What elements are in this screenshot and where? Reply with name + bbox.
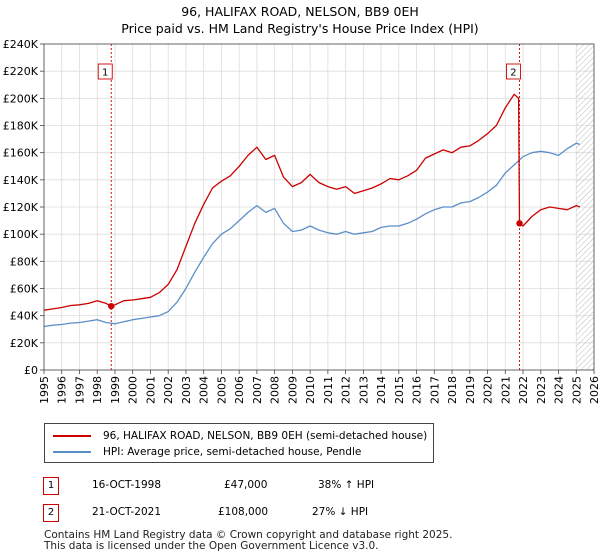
chart-title: 96, HALIFAX ROAD, NELSON, BB9 0EH xyxy=(181,4,419,19)
x-tick-label: 2014 xyxy=(375,376,388,404)
x-tick-label: 2004 xyxy=(198,376,211,404)
sale-point xyxy=(516,220,523,227)
x-tick-label: 2018 xyxy=(446,376,459,404)
legend-label-hpi: HPI: Average price, semi-detached house,… xyxy=(103,446,362,458)
x-tick-label: 2019 xyxy=(464,376,477,404)
y-tick-label: £140K xyxy=(3,174,39,187)
y-tick-label: £120K xyxy=(3,201,39,214)
x-tick-label: 2006 xyxy=(233,376,246,404)
x-tick-label: 2010 xyxy=(304,376,317,404)
chart-subtitle: Price paid vs. HM Land Registry's House … xyxy=(121,21,479,36)
y-tick-label: £80K xyxy=(10,255,39,268)
sale-points xyxy=(108,220,523,310)
legend-item-hpi: HPI: Average price, semi-detached house,… xyxy=(53,444,361,460)
x-tick-label: 2000 xyxy=(127,376,140,404)
sale-number-badge: 2 xyxy=(43,504,59,522)
series-line xyxy=(44,142,581,328)
x-tick-label: 2024 xyxy=(553,376,566,404)
x-tick-label: 2026 xyxy=(588,376,600,404)
x-tick-label: 2001 xyxy=(144,376,157,404)
x-tick-label: 2007 xyxy=(251,376,264,404)
y-tick-label: £160K xyxy=(3,147,39,160)
y-tick-label: £200K xyxy=(3,92,39,105)
legend-item-property: 96, HALIFAX ROAD, NELSON, BB9 0EH (semi-… xyxy=(53,428,427,444)
x-tick-label: 2022 xyxy=(517,376,530,404)
annotation-label: 2 xyxy=(510,68,516,79)
x-tick-label: 1997 xyxy=(73,376,86,404)
legend: 96, HALIFAX ROAD, NELSON, BB9 0EH (semi-… xyxy=(44,423,434,463)
sale-price: £47,000 xyxy=(224,479,268,491)
x-tick-label: 2021 xyxy=(499,376,512,404)
legend-swatch-hpi xyxy=(53,451,91,453)
y-tick-label: £100K xyxy=(3,228,39,241)
sale-date: 16-OCT-1998 xyxy=(92,479,161,491)
annotation-box xyxy=(97,63,113,80)
x-tick-label: 2017 xyxy=(428,376,441,404)
x-tick-label: 2013 xyxy=(357,376,370,404)
sale-number-badge: 1 xyxy=(43,477,59,495)
x-tick-label: 2016 xyxy=(411,376,424,404)
legend-swatch-property xyxy=(53,435,91,437)
x-tick-label: 1998 xyxy=(91,376,104,404)
y-tick-label: £40K xyxy=(10,310,39,323)
forecast-hatch xyxy=(576,44,594,370)
footer-copyright: Contains HM Land Registry data © Crown c… xyxy=(44,529,453,541)
annotation-label: 1 xyxy=(102,68,108,79)
legend-label-property: 96, HALIFAX ROAD, NELSON, BB9 0EH (semi-… xyxy=(103,430,428,442)
x-tick-label: 2009 xyxy=(286,376,299,404)
x-tick-label: 2002 xyxy=(162,376,175,404)
x-tick-label: 2012 xyxy=(340,376,353,404)
x-tick-label: 1996 xyxy=(56,376,69,404)
footer: Contains HM Land Registry data © Crown c… xyxy=(44,530,452,552)
x-axis-ticks: 1995 1996 1997 1998 1999 2000 2001 2002 2003 2004… xyxy=(38,370,600,404)
sale-row: 1 16-OCT-1998 £47,000 38% ↑ HPI xyxy=(0,477,600,497)
x-tick-label: 2008 xyxy=(269,376,282,404)
sale-hpi-diff: 27% ↓ HPI xyxy=(312,506,369,518)
y-axis-ticks: £0 £20K £40K £60K £80K £100K £120K £140K £160K £1… xyxy=(3,38,44,377)
sale-price: £108,000 xyxy=(218,506,269,518)
x-tick-label: 2011 xyxy=(322,376,335,404)
x-tick-label: 2015 xyxy=(393,376,406,404)
annotation-box xyxy=(506,63,521,80)
sale-row: 2 21-OCT-2021 £108,000 27% ↓ HPI xyxy=(0,504,600,524)
y-tick-label: £220K xyxy=(3,65,39,78)
sale-date: 21-OCT-2021 xyxy=(92,506,161,518)
y-tick-label: £60K xyxy=(10,283,39,296)
series-line xyxy=(44,93,581,311)
footer-licence: This data is licensed under the Open Gov… xyxy=(44,540,379,552)
x-tick-label: 2020 xyxy=(482,376,495,404)
y-tick-label: £240K xyxy=(3,38,39,51)
y-tick-label: £20K xyxy=(10,337,39,350)
x-tick-label: 2003 xyxy=(180,376,193,404)
x-tick-label: 1999 xyxy=(109,376,122,404)
x-tick-label: 2025 xyxy=(570,376,583,404)
sale-hpi-diff: 38% ↑ HPI xyxy=(318,479,375,491)
sale-point xyxy=(108,302,115,310)
y-tick-label: £180K xyxy=(3,120,39,133)
x-tick-label: 2023 xyxy=(535,376,548,404)
series-lines xyxy=(44,93,581,328)
x-tick-label: 2005 xyxy=(215,376,228,404)
x-tick-label: 1995 xyxy=(38,376,51,404)
y-tick-label: £0 xyxy=(24,364,38,377)
